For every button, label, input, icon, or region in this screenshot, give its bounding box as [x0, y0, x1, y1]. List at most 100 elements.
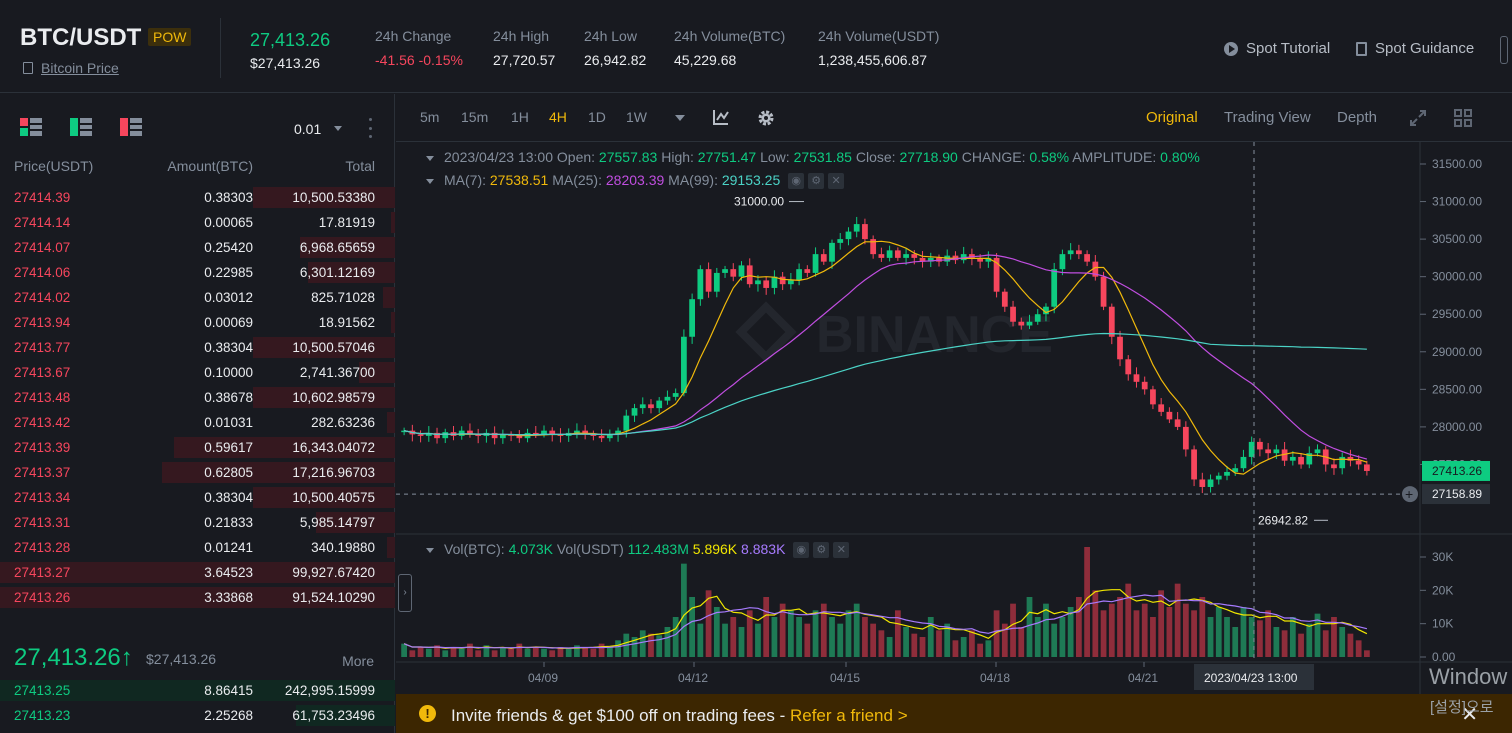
interval-15m[interactable]: 15m: [461, 109, 489, 125]
interval-5m[interactable]: 5m: [420, 109, 440, 125]
volume-bar: [565, 648, 572, 657]
ask-row[interactable]: 27413.77 0.38304 10,500.57046: [0, 335, 395, 360]
candle-body: [886, 250, 893, 258]
bid-row[interactable]: 27413.23 2.25268 61,753.23496: [0, 703, 395, 728]
ask-price: 27414.02: [14, 290, 71, 305]
consensus-tag[interactable]: POW: [148, 28, 192, 46]
refer-friend-link[interactable]: Refer a friend >: [789, 706, 908, 725]
settings-icon[interactable]: ⚙: [813, 542, 830, 559]
ma99-value: 29153.25: [721, 172, 781, 188]
ask-row[interactable]: 27414.14 0.00065 17.81919: [0, 210, 395, 235]
spot-tutorial-link[interactable]: Spot Tutorial: [1224, 40, 1330, 57]
depth-bar: [253, 487, 395, 508]
volume-tick-label: 10K: [1432, 617, 1453, 631]
volume-bar: [977, 643, 984, 657]
volume-bar: [862, 617, 868, 657]
close-icon[interactable]: ✕: [828, 173, 845, 190]
volume-bar: [1026, 597, 1033, 657]
more-link[interactable]: More: [342, 653, 374, 669]
ask-row[interactable]: 27413.42 0.01031 282.63236: [0, 410, 395, 435]
candle-body: [639, 404, 646, 409]
ask-row[interactable]: 27413.34 0.38304 10,500.40575: [0, 485, 395, 510]
volume-bar: [722, 623, 728, 657]
more-options-icon[interactable]: [369, 118, 373, 138]
ask-row[interactable]: 27413.94 0.00069 18.91562: [0, 310, 395, 335]
volume-bar: [697, 623, 704, 657]
ask-row[interactable]: 27413.28 0.01241 340.19880: [0, 535, 395, 560]
ask-total: 17,216.96703: [292, 465, 375, 480]
ask-amount: 0.62805: [204, 465, 253, 480]
more-intervals-icon[interactable]: [675, 115, 685, 121]
candle-body: [532, 432, 539, 435]
coin-info-link[interactable]: Bitcoin Price: [23, 60, 119, 76]
brand-watermark: BINANCE: [816, 306, 1053, 364]
candle-body: [845, 231, 852, 240]
spot-tutorial-label[interactable]: Spot Tutorial: [1246, 40, 1331, 57]
asks-only-layout-icon[interactable]: [120, 118, 142, 137]
candlestick-chart[interactable]: BINANCE 31500.00 31000.00 30500.00 30000.00 2…: [396, 142, 1512, 694]
candle-body: [894, 250, 901, 258]
eye-icon[interactable]: ◉: [793, 542, 810, 559]
ask-row[interactable]: 27413.67 0.10000 2,741.36700: [0, 360, 395, 385]
volume-bar: [812, 610, 819, 657]
close-icon[interactable]: ✕: [1461, 704, 1478, 726]
settings-icon[interactable]: ⚙: [808, 173, 825, 190]
interval-1h[interactable]: 1H: [511, 109, 529, 125]
view-original[interactable]: Original: [1146, 109, 1198, 126]
collapse-volume-icon[interactable]: [426, 547, 434, 553]
header-scroll-indicator[interactable]: [1500, 36, 1508, 64]
layout-grid-icon[interactable]: [1453, 108, 1473, 128]
gear-icon[interactable]: [756, 108, 776, 128]
volume-bar: [1314, 613, 1321, 657]
bids-only-layout-icon[interactable]: [70, 118, 92, 137]
precision-select[interactable]: 0.01: [294, 121, 322, 137]
ask-row[interactable]: 27414.07 0.25420 6,968.65659: [0, 235, 395, 260]
interval-1d[interactable]: 1D: [588, 109, 606, 125]
ask-row[interactable]: 27414.39 0.38303 10,500.53380: [0, 185, 395, 210]
ask-row[interactable]: 27413.26 3.33868 91,524.10290: [0, 585, 395, 610]
view-trading-view[interactable]: Trading View: [1224, 109, 1311, 126]
collapse-legend-icon[interactable]: [426, 155, 434, 161]
collapse-ma-icon[interactable]: [426, 178, 434, 184]
ask-row[interactable]: 27413.27 3.64523 99,927.67420: [0, 560, 395, 585]
ask-row[interactable]: 27413.31 0.21833 5,985.14797: [0, 510, 395, 535]
interval-1w[interactable]: 1W: [626, 109, 647, 125]
ask-amount: 0.03012: [204, 290, 253, 305]
spot-guidance-label[interactable]: Spot Guidance: [1375, 40, 1475, 57]
interval-4h[interactable]: 4H: [549, 109, 567, 125]
ask-price: 27413.67: [14, 365, 71, 380]
candle-body: [779, 276, 786, 285]
coin-info-link-label[interactable]: Bitcoin Price: [41, 60, 119, 76]
both-sides-layout-icon[interactable]: [20, 118, 42, 137]
ask-row[interactable]: 27413.48 0.38678 10,602.98579: [0, 385, 395, 410]
candle-body: [1199, 479, 1206, 487]
close-icon[interactable]: ✕: [833, 542, 850, 559]
expand-icon[interactable]: [1408, 108, 1428, 128]
view-depth[interactable]: Depth: [1337, 109, 1378, 126]
expand-sidebar-button[interactable]: ›: [398, 574, 412, 612]
volume-bar: [1075, 597, 1082, 657]
pair-title[interactable]: BTC/USDT: [20, 24, 142, 51]
ask-row[interactable]: 27413.39 0.59617 16,343.04072: [0, 435, 395, 460]
stat-label: 24h Volume(USDT): [818, 28, 940, 44]
ask-row[interactable]: 27414.02 0.03012 825.71028: [0, 285, 395, 310]
ask-row[interactable]: 27414.06 0.22985 6,301.12169: [0, 260, 395, 285]
volume-bar: [1232, 627, 1239, 657]
indicators-icon[interactable]: [712, 108, 730, 126]
brand-watermark-logo: [735, 301, 797, 363]
volume-bar: [960, 637, 967, 657]
volume-bar: [1248, 617, 1255, 657]
bid-row[interactable]: 27413.25 8.86415 242,995.15999: [0, 678, 395, 703]
spot-guidance-link[interactable]: Spot Guidance: [1356, 40, 1474, 57]
candle-body: [993, 257, 1000, 292]
ask-row[interactable]: 27413.37 0.62805 17,216.96703: [0, 460, 395, 485]
add-alert-plus: +: [1405, 486, 1413, 502]
volume-bar: [1018, 627, 1025, 657]
ohlc-legend: 2023/04/23 13:00 Open: 27557.83 High: 27…: [426, 149, 1200, 165]
eye-icon[interactable]: ◉: [788, 173, 805, 190]
chevron-down-icon[interactable]: [334, 126, 342, 131]
bid-total: 61,753.23496: [292, 708, 375, 723]
candle-body: [672, 393, 679, 397]
ask-total: 10,500.40575: [292, 490, 375, 505]
volume-bar: [713, 607, 720, 657]
